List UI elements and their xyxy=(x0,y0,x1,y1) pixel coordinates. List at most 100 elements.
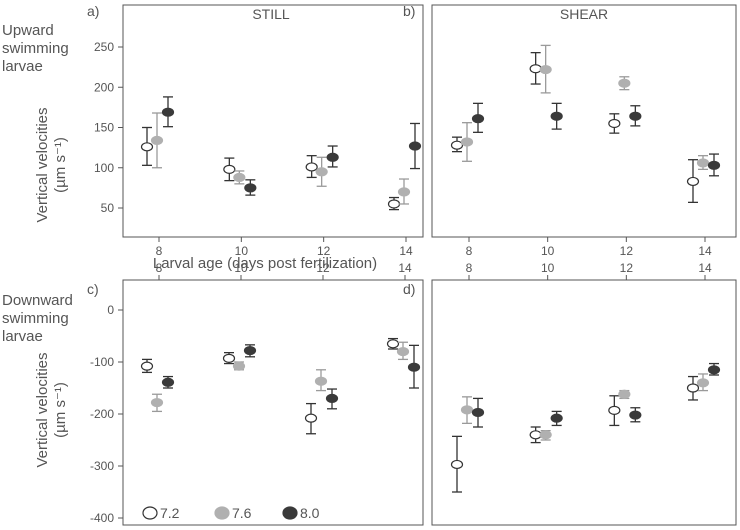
legend-marker xyxy=(142,506,158,520)
row-label-line: Downward xyxy=(2,292,73,309)
x-tick-label: 8 xyxy=(466,261,473,275)
panel-frame xyxy=(431,4,737,238)
series-ph-7-6 xyxy=(150,112,411,205)
data-point xyxy=(397,187,411,197)
legend-marker xyxy=(282,506,298,520)
data-point xyxy=(150,135,164,145)
y-tick-label: -400 xyxy=(90,511,114,525)
data-point xyxy=(325,393,339,403)
panel-letter: d) xyxy=(403,281,415,297)
data-point xyxy=(396,347,410,357)
data-point xyxy=(539,430,552,440)
x-tick-label: 10 xyxy=(234,261,248,275)
data-point xyxy=(161,377,175,387)
y-axis-unit-bottom: (µm s⁻¹) xyxy=(52,382,69,438)
panel-title: STILL xyxy=(252,6,290,22)
panel-letter: b) xyxy=(403,3,415,19)
shared-x-label: Larval age (days post fertilization) xyxy=(153,255,377,272)
data-point xyxy=(707,160,721,170)
data-point xyxy=(233,172,246,183)
data-point xyxy=(140,361,154,371)
data-point xyxy=(232,361,246,371)
panel-c: c) 8 10 12 14 0 -100 -200 -300 -400 xyxy=(87,261,424,526)
data-point xyxy=(161,107,175,117)
data-point xyxy=(696,378,710,388)
data-point xyxy=(686,176,700,187)
series-ph-7-6 xyxy=(460,44,710,171)
x-tick-label: 14 xyxy=(398,261,412,275)
y-tick-label: -200 xyxy=(90,407,114,421)
data-point xyxy=(222,353,236,363)
data-point xyxy=(304,413,318,423)
data-point xyxy=(696,158,710,168)
data-point xyxy=(315,167,328,177)
legend: 7.2 7.6 8.0 xyxy=(142,505,320,521)
data-point xyxy=(326,152,339,162)
y-axis-label-top: Vertical velocities xyxy=(34,107,51,222)
row-label-line: larvae xyxy=(2,328,43,345)
series-ph-7-6 xyxy=(150,341,410,413)
data-point xyxy=(471,114,485,124)
series-ph-8-0 xyxy=(161,96,422,196)
y-tick-label: -100 xyxy=(90,355,114,369)
y-tick-label: 150 xyxy=(94,121,114,135)
x-tick-label: 14 xyxy=(698,244,712,258)
data-point xyxy=(407,362,421,372)
data-point xyxy=(629,410,642,420)
data-point xyxy=(460,405,474,415)
panel-title: SHEAR xyxy=(560,6,608,22)
x-tick-label: 8 xyxy=(466,244,473,258)
y-axis-label-bottom: Vertical velocities xyxy=(34,352,51,467)
data-point xyxy=(629,111,642,121)
series-ph-8-0 xyxy=(161,344,421,410)
data-point xyxy=(550,413,563,423)
data-point xyxy=(608,118,621,129)
data-point xyxy=(386,339,400,349)
data-point xyxy=(618,78,631,88)
panel-a: a) STILL 8 10 12 14 50 100 150 200 250 xyxy=(87,3,424,258)
legend-label: 8.0 xyxy=(300,505,320,521)
y-tick-label: 0 xyxy=(107,303,114,317)
data-point xyxy=(529,64,542,74)
x-tick-label: 12 xyxy=(316,261,330,275)
data-point xyxy=(140,142,154,152)
x-tick-label: 14 xyxy=(399,244,413,258)
data-point xyxy=(223,164,236,174)
data-point xyxy=(150,397,164,408)
panel-frame xyxy=(122,4,424,238)
series-ph-7-2 xyxy=(140,126,401,211)
x-tick-label: 14 xyxy=(698,261,712,275)
panel-d: d) 8 10 12 14 xyxy=(403,261,737,526)
data-point xyxy=(244,183,257,193)
x-tick-label: 12 xyxy=(317,244,331,258)
x-tick-label: 8 xyxy=(156,261,163,275)
y-tick-label: -300 xyxy=(90,459,114,473)
data-point xyxy=(314,376,328,386)
panel-letter: c) xyxy=(87,281,99,297)
data-point xyxy=(550,111,563,121)
legend-label: 7.6 xyxy=(232,505,252,521)
data-point xyxy=(618,389,631,399)
panel-letter: a) xyxy=(87,3,99,19)
y-tick-label: 200 xyxy=(94,80,114,94)
x-tick-label: 10 xyxy=(541,261,555,275)
row-label-line: swimming xyxy=(2,310,69,327)
panel-frame xyxy=(122,279,424,526)
data-point xyxy=(305,162,318,172)
series-ph-7-2 xyxy=(140,337,400,435)
data-point xyxy=(450,459,464,470)
x-tick-label: 10 xyxy=(541,244,555,258)
y-tick-label: 250 xyxy=(94,40,114,54)
series-ph-7-2 xyxy=(450,51,700,204)
data-point xyxy=(686,383,700,393)
panel-frame xyxy=(431,279,737,526)
data-point xyxy=(539,64,552,75)
series-ph-7-2 xyxy=(450,375,700,493)
top-row-label: Upward swimming larvae xyxy=(2,22,69,75)
legend-marker xyxy=(214,506,230,520)
y-axis-unit-top: (µm s⁻¹) xyxy=(52,137,69,193)
legend-label: 7.2 xyxy=(160,505,180,521)
y-tick-label: 50 xyxy=(101,201,115,215)
